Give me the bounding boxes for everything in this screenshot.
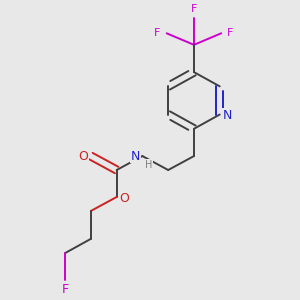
Text: F: F bbox=[154, 28, 161, 38]
Text: O: O bbox=[78, 150, 88, 163]
Text: F: F bbox=[191, 4, 197, 14]
Text: O: O bbox=[120, 192, 130, 205]
Text: F: F bbox=[61, 283, 69, 296]
Text: H: H bbox=[146, 160, 153, 170]
Text: F: F bbox=[227, 28, 234, 38]
Text: N: N bbox=[223, 109, 232, 122]
Text: N: N bbox=[131, 150, 140, 163]
